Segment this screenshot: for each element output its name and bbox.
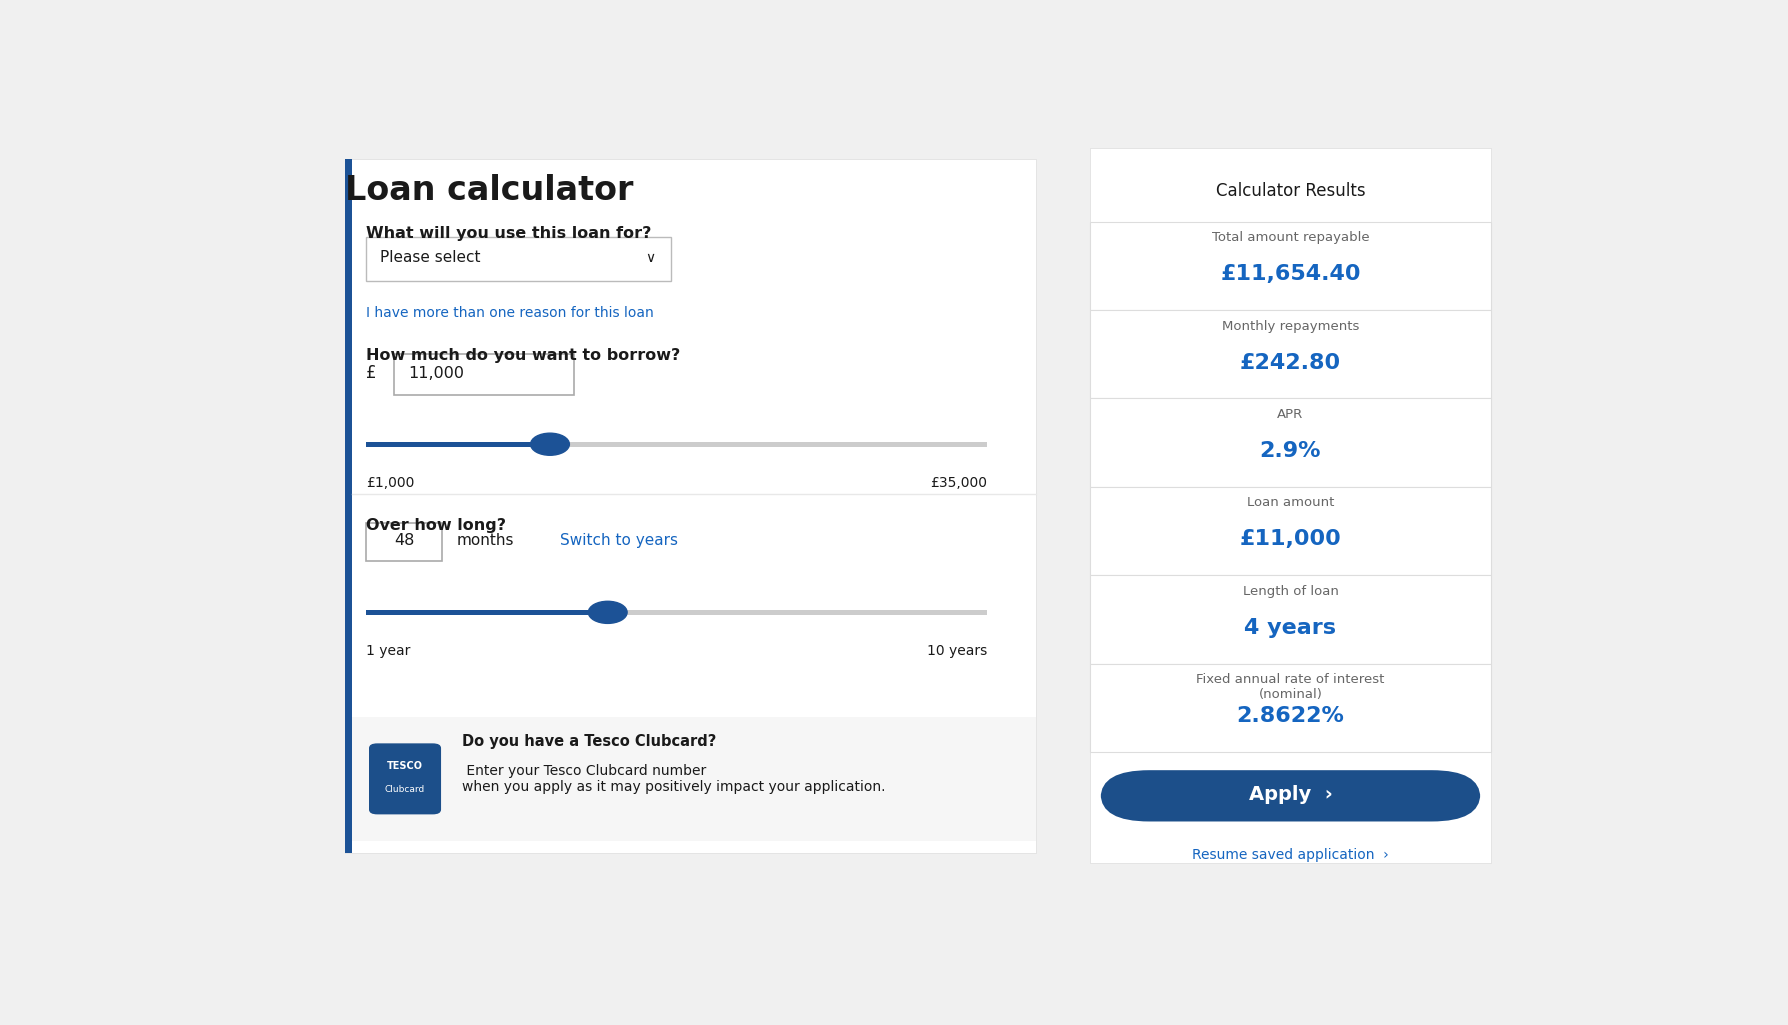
FancyBboxPatch shape [1089,663,1491,752]
Text: Do you have a Tesco Clubcard?: Do you have a Tesco Clubcard? [461,734,717,749]
Text: £242.80: £242.80 [1239,353,1341,373]
FancyBboxPatch shape [1089,487,1491,575]
Text: ∨: ∨ [645,250,656,264]
Text: Calculator Results: Calculator Results [1216,182,1366,200]
FancyBboxPatch shape [1089,310,1491,399]
Text: Clubcard: Clubcard [384,785,426,794]
Text: £1,000: £1,000 [367,476,415,490]
Text: APR: APR [1277,408,1303,421]
Text: 4 years: 4 years [1244,618,1336,638]
Text: 2.9%: 2.9% [1261,441,1321,461]
Text: Loan amount: Loan amount [1246,496,1334,509]
Text: 11,000: 11,000 [408,366,463,380]
Text: Resume saved application  ›: Resume saved application › [1193,848,1389,862]
Text: £: £ [367,364,377,382]
Text: Enter your Tesco Clubcard number
when you apply as it may positively impact your: Enter your Tesco Clubcard number when yo… [461,764,885,794]
Text: 1 year: 1 year [367,644,411,658]
FancyBboxPatch shape [367,610,987,615]
Text: Monthly repayments: Monthly repayments [1221,320,1359,332]
FancyBboxPatch shape [352,716,1035,842]
FancyBboxPatch shape [393,355,574,396]
FancyBboxPatch shape [367,610,608,615]
FancyBboxPatch shape [345,159,352,853]
Text: I have more than one reason for this loan: I have more than one reason for this loa… [367,306,654,320]
Text: What will you use this loan for?: What will you use this loan for? [367,226,651,241]
FancyBboxPatch shape [1089,221,1491,310]
Text: 10 years: 10 years [926,644,987,658]
Text: How much do you want to borrow?: How much do you want to borrow? [367,347,681,363]
Text: Apply  ›: Apply › [1248,785,1332,804]
Text: Fixed annual rate of interest
(nominal): Fixed annual rate of interest (nominal) [1196,673,1384,701]
Text: £35,000: £35,000 [930,476,987,490]
Text: Switch to years: Switch to years [560,533,678,548]
Text: Over how long?: Over how long? [367,518,506,533]
FancyBboxPatch shape [345,159,1035,853]
Text: TESCO: TESCO [386,762,424,771]
Text: Please select: Please select [381,250,481,265]
Text: months: months [456,533,513,548]
Text: 2.8622%: 2.8622% [1237,706,1345,727]
Text: Total amount repayable: Total amount repayable [1212,231,1370,244]
FancyBboxPatch shape [1101,770,1480,821]
Circle shape [531,434,569,455]
Text: Loan calculator: Loan calculator [345,174,633,207]
FancyBboxPatch shape [367,442,551,447]
FancyBboxPatch shape [368,743,442,815]
FancyBboxPatch shape [367,238,670,281]
Text: Length of loan: Length of loan [1243,584,1339,598]
FancyBboxPatch shape [1089,399,1491,487]
Text: £11,000: £11,000 [1239,530,1341,549]
Text: £11,654.40: £11,654.40 [1219,264,1361,284]
FancyBboxPatch shape [367,442,987,447]
FancyBboxPatch shape [1089,575,1491,663]
FancyBboxPatch shape [224,123,1609,912]
FancyBboxPatch shape [1089,149,1491,862]
Circle shape [588,602,628,623]
FancyBboxPatch shape [367,523,442,561]
Text: 48: 48 [393,533,415,548]
